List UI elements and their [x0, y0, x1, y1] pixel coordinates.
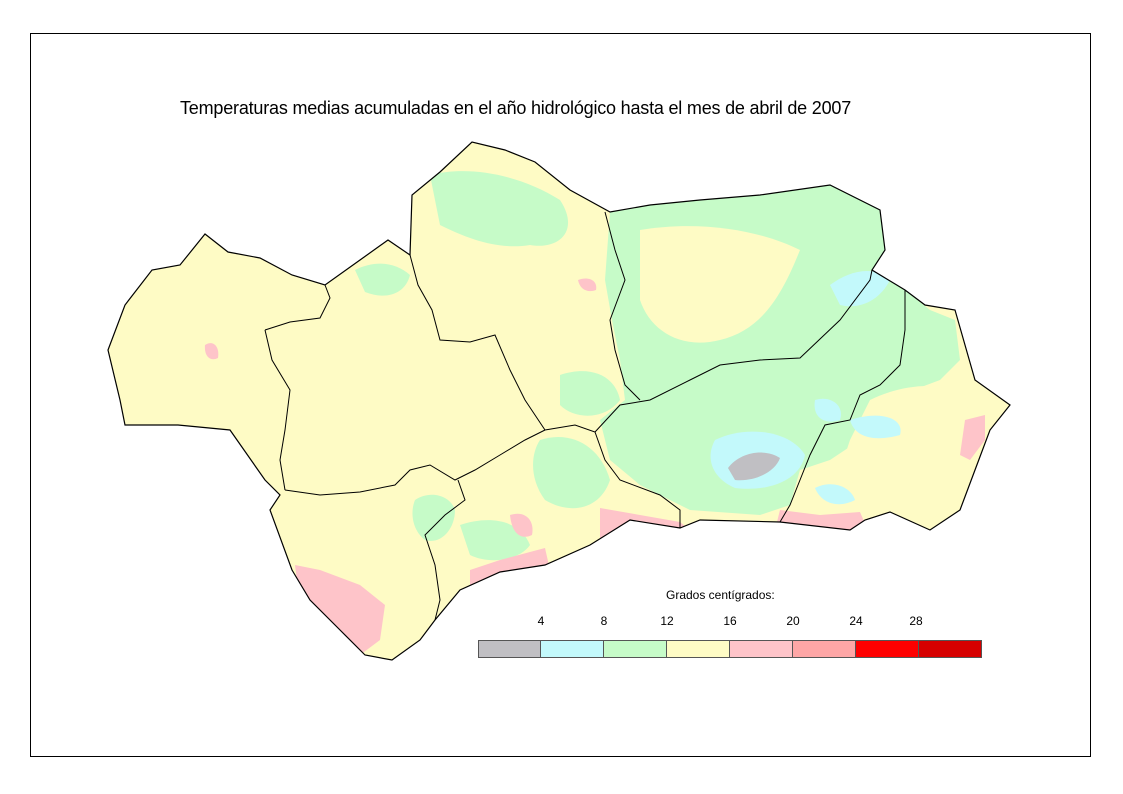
zone-8-12-malaga-north: [533, 436, 610, 509]
legend-swatch: [793, 640, 856, 658]
zone-12-16-jaen: [640, 226, 800, 343]
zone-4-8-baza: [814, 398, 841, 422]
legend-swatch: [604, 640, 667, 658]
temperature-fill: [108, 142, 1010, 660]
boundary-huelva-sevilla-north: [264, 284, 331, 331]
zone-16-20-levante: [960, 415, 985, 460]
zone-4-8-filabres: [850, 415, 901, 439]
zone-16-20-guadalhorce: [510, 513, 533, 537]
legend-tick: 12: [660, 614, 674, 628]
boundary-jaen-granada: [594, 269, 873, 433]
zone-8-12-ronda: [460, 520, 530, 561]
zone-8-12-grazalema: [412, 494, 455, 541]
zone-8-12-subbetica: [560, 371, 620, 416]
boundary-cordoba-jaen: [604, 211, 641, 401]
zone-16-20-cadiz-coast: [295, 565, 385, 655]
province-boundaries: [264, 211, 906, 621]
legend-tick: 4: [537, 614, 545, 628]
legend-tick: 24: [849, 614, 863, 628]
legend-color-bar: [478, 640, 982, 658]
boundary-cadiz-malaga: [424, 479, 466, 621]
legend-swatch: [919, 640, 982, 658]
boundary-sevilla-cadiz-malaga: [284, 429, 546, 496]
boundary-malaga-granada: [544, 424, 681, 528]
legend-swatch: [856, 640, 919, 658]
legend-tick: 28: [909, 614, 923, 628]
zone-8-12-aracena: [355, 263, 410, 296]
zone-4-8-gador: [815, 484, 855, 505]
zone-16-20-malaga-coast: [470, 548, 550, 585]
legend-swatch: [478, 640, 541, 658]
zone-8-12-sierra-morena: [430, 171, 569, 247]
zone-16-20-guadalquivir: [578, 278, 597, 292]
boundary-huelva-sevilla: [264, 329, 291, 491]
legend-tick: 16: [723, 614, 737, 628]
zone-below-4-sierra-nevada: [728, 452, 780, 481]
legend-swatch: [730, 640, 793, 658]
legend-tick: 8: [600, 614, 608, 628]
map-title: Temperaturas medias acumuladas en el año…: [180, 98, 852, 118]
legend-tick: 20: [786, 614, 800, 628]
zone-16-20-huelva: [204, 343, 219, 360]
legend-swatch: [667, 640, 730, 658]
map-frame: [30, 33, 1091, 757]
boundary-granada-almeria: [779, 290, 906, 523]
boundary-sevilla-cordoba: [409, 254, 546, 431]
zone-4-8-cazorla: [830, 270, 890, 307]
legend-title: Grados centígrados:: [666, 588, 775, 602]
legend-swatch: [541, 640, 604, 658]
